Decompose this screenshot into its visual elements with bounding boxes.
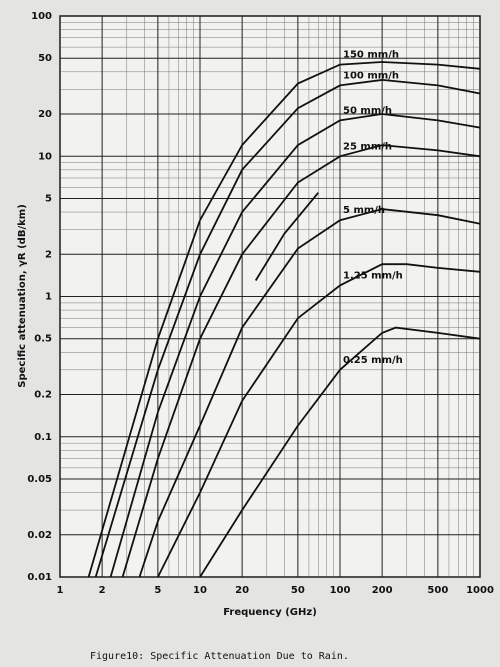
y-tick-label: 100 (31, 11, 52, 22)
x-tick-label: 5 (154, 585, 161, 596)
x-tick-label: 2 (99, 585, 106, 596)
series-label: 150 mm/h (343, 50, 399, 61)
series-label: 25 mm/h (343, 141, 392, 152)
curve (254, 192, 319, 281)
y-tick-label: 10 (38, 151, 52, 162)
y-tick-label: 0.02 (27, 530, 52, 541)
x-tick-label: 200 (372, 585, 393, 596)
series-label: 5 mm/h (343, 205, 385, 216)
x-axis-label: Frequency (GHz) (223, 607, 317, 618)
y-tick-label: 50 (38, 53, 52, 64)
curve (121, 144, 481, 578)
curve (94, 78, 481, 578)
series-label: 0.25 mm/h (343, 355, 403, 366)
caption: Figure10: Specific Attenuation Due to Ra… (90, 651, 349, 662)
x-tick-label: 1000 (466, 585, 494, 596)
y-tick-label: 0.05 (27, 474, 52, 485)
x-tick-label: 20 (235, 585, 249, 596)
y-tick-label: 20 (38, 109, 52, 120)
y-tick-label: 2 (45, 249, 52, 260)
y-tick-label: 5 (45, 193, 52, 204)
y-tick-label: 0.1 (34, 432, 52, 443)
x-tick-label: 100 (330, 585, 351, 596)
series-label: 1.25 mm/h (343, 270, 403, 281)
y-axis-label: Specific attenuation, γR (dB/km) (17, 204, 28, 388)
y-tick-label: 0.01 (27, 572, 52, 583)
x-tick-label: 10 (193, 585, 207, 596)
y-tick-label: 0.2 (34, 390, 52, 401)
curve (87, 61, 481, 578)
x-tick-label: 500 (427, 585, 448, 596)
y-tick-label: 0.5 (34, 334, 52, 345)
curve (138, 208, 481, 578)
x-tick-label: 1 (57, 585, 64, 596)
curve (157, 263, 481, 578)
curve (199, 326, 481, 578)
x-tick-label: 50 (291, 585, 305, 596)
series-label: 50 mm/h (343, 105, 392, 116)
series-label: 100 mm/h (343, 70, 399, 81)
y-tick-label: 1 (45, 292, 52, 303)
curve (109, 113, 481, 578)
